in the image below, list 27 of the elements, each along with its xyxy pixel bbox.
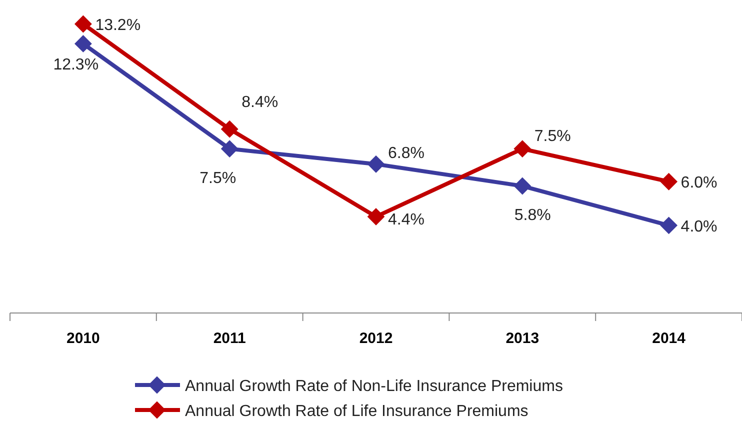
data-label: 8.4% [242, 94, 278, 112]
data-label: 13.2% [95, 17, 141, 34]
point [221, 120, 238, 138]
point [514, 178, 531, 195]
point [660, 173, 678, 190]
legend-label: Annual Growth Rate of Non-Life Insurance Premiums [185, 378, 563, 395]
x-tick-label: 2010 [66, 330, 100, 347]
data-label: 4.4% [388, 212, 424, 229]
x-tick-label: 2014 [652, 330, 686, 347]
point [221, 140, 238, 158]
x-tick-label: 2011 [213, 330, 246, 347]
x-tick-label: 2012 [359, 330, 393, 347]
x-tick-label: 2013 [506, 330, 540, 347]
data-label: 6.0% [680, 174, 718, 192]
point [660, 216, 678, 234]
point [514, 140, 531, 158]
data-label: 5.8% [514, 207, 551, 224]
point [368, 156, 384, 173]
data-label: 7.5% [534, 128, 571, 145]
data-label: 12.3% [53, 56, 99, 74]
legend-label: Annual Growth Rate of Life Insurance Premiums [185, 403, 528, 420]
data-label: 6.8% [388, 145, 424, 162]
data-label: 4.0% [680, 218, 718, 236]
point [74, 35, 92, 52]
point [74, 16, 92, 32]
point [368, 208, 384, 226]
data-label: 7.5% [200, 170, 236, 187]
